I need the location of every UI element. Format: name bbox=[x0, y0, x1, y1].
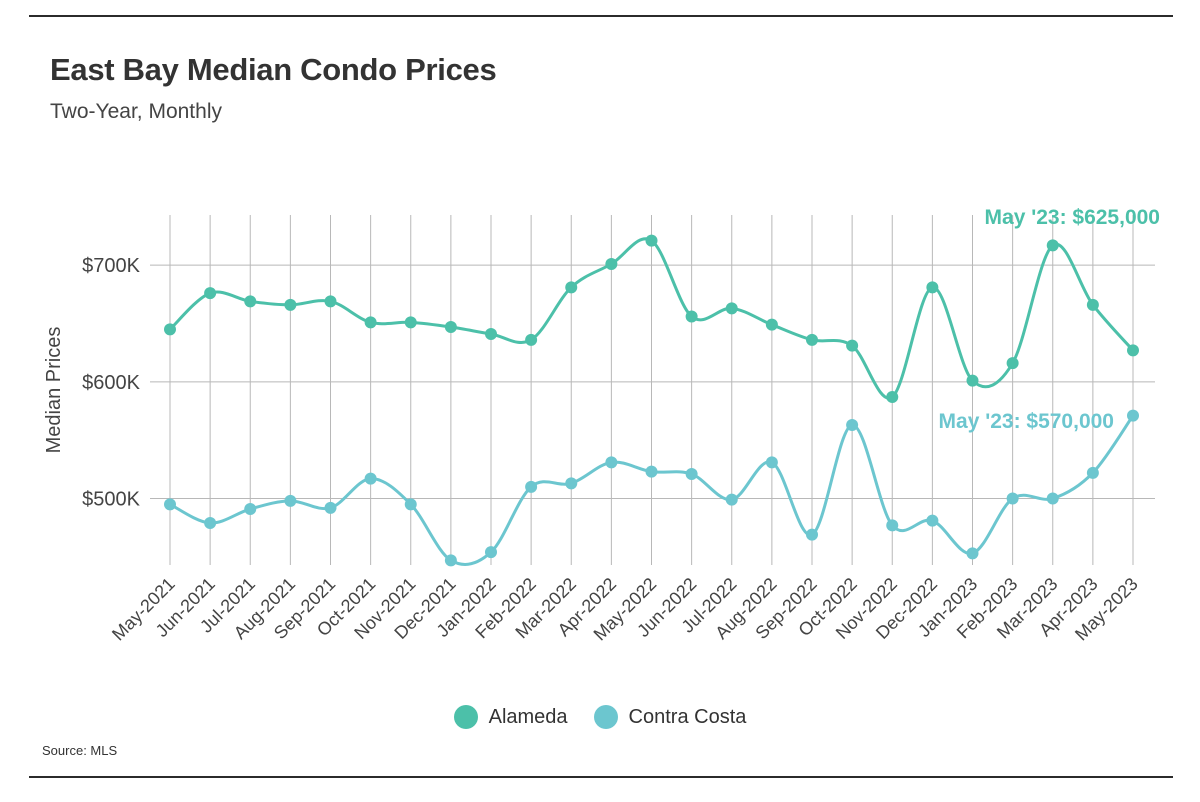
y-axis-title: Median Prices bbox=[43, 327, 65, 454]
data-point-contra-costa bbox=[324, 501, 337, 514]
data-point-alameda bbox=[806, 333, 818, 346]
data-point-alameda bbox=[765, 318, 778, 331]
data-point-alameda bbox=[565, 281, 578, 294]
source-note: Source: MLS bbox=[42, 743, 118, 758]
data-point-alameda bbox=[324, 295, 337, 308]
legend-label-contra-costa: Contra Costa bbox=[628, 705, 747, 728]
contra-costa-swatch-icon bbox=[593, 705, 618, 729]
legend-item-contra-costa[interactable]: Contra Costa bbox=[593, 705, 747, 729]
data-point-contra-costa bbox=[886, 519, 899, 532]
bottom-rule bbox=[29, 776, 1173, 778]
chart-title: East Bay Median Condo Prices bbox=[50, 52, 497, 87]
chart-subtitle: Two-Year, Monthly bbox=[50, 100, 222, 123]
alameda-swatch-icon bbox=[453, 705, 478, 729]
data-point-alameda bbox=[485, 328, 497, 340]
data-point-contra-costa bbox=[244, 503, 257, 515]
data-point-contra-costa bbox=[1046, 492, 1059, 505]
data-point-contra-costa bbox=[525, 480, 538, 493]
top-rule bbox=[29, 15, 1173, 17]
data-point-alameda bbox=[685, 310, 698, 323]
data-point-contra-costa bbox=[765, 456, 778, 469]
data-point-contra-costa bbox=[1006, 492, 1019, 505]
data-point-contra-costa bbox=[645, 465, 658, 478]
data-point-contra-costa bbox=[685, 468, 698, 480]
annotation-contra-costa: May '23: $570,000 bbox=[939, 410, 1114, 433]
data-point-contra-costa bbox=[846, 419, 859, 431]
data-point-alameda bbox=[1127, 344, 1139, 357]
data-point-contra-costa bbox=[806, 528, 818, 541]
data-point-contra-costa bbox=[284, 494, 297, 507]
data-point-alameda bbox=[404, 316, 417, 329]
data-point-alameda bbox=[846, 339, 859, 352]
data-point-alameda bbox=[364, 316, 377, 329]
data-point-alameda bbox=[204, 287, 217, 300]
data-point-alameda bbox=[244, 295, 257, 308]
data-point-contra-costa bbox=[926, 514, 939, 527]
annotation-alameda: May '23: $625,000 bbox=[985, 206, 1160, 229]
data-point-contra-costa bbox=[1127, 409, 1139, 422]
data-point-alameda bbox=[444, 321, 457, 333]
y-tick-label: $700K bbox=[82, 255, 140, 277]
legend-label-alameda: Alameda bbox=[488, 705, 568, 728]
data-point-alameda bbox=[886, 391, 899, 403]
data-point-alameda bbox=[284, 298, 297, 311]
data-point-alameda bbox=[605, 258, 618, 270]
data-point-contra-costa bbox=[164, 498, 176, 511]
data-point-alameda bbox=[1006, 357, 1019, 370]
data-point-alameda bbox=[966, 374, 979, 387]
series-line-alameda bbox=[168, 237, 1135, 400]
y-tick-label: $600K bbox=[82, 372, 140, 394]
data-point-contra-costa bbox=[1086, 466, 1099, 479]
data-point-contra-costa bbox=[725, 493, 738, 506]
data-point-contra-costa bbox=[444, 554, 457, 567]
data-point-alameda bbox=[164, 323, 176, 336]
data-point-alameda bbox=[1046, 239, 1059, 252]
data-point-contra-costa bbox=[485, 546, 497, 559]
data-point-contra-costa bbox=[404, 498, 417, 511]
data-point-alameda bbox=[525, 333, 538, 346]
data-point-alameda bbox=[926, 281, 939, 294]
y-tick-label: $500K bbox=[82, 489, 140, 511]
data-point-alameda bbox=[725, 302, 738, 315]
data-point-contra-costa bbox=[364, 472, 377, 485]
legend-item-alameda[interactable]: Alameda bbox=[453, 705, 568, 729]
data-point-alameda bbox=[645, 234, 658, 247]
data-point-contra-costa bbox=[966, 547, 979, 560]
data-point-contra-costa bbox=[565, 477, 578, 490]
data-point-contra-costa bbox=[605, 456, 618, 469]
data-point-contra-costa bbox=[204, 517, 217, 529]
legend: Alameda Contra Costa bbox=[0, 705, 1200, 729]
data-point-alameda bbox=[1086, 298, 1099, 311]
